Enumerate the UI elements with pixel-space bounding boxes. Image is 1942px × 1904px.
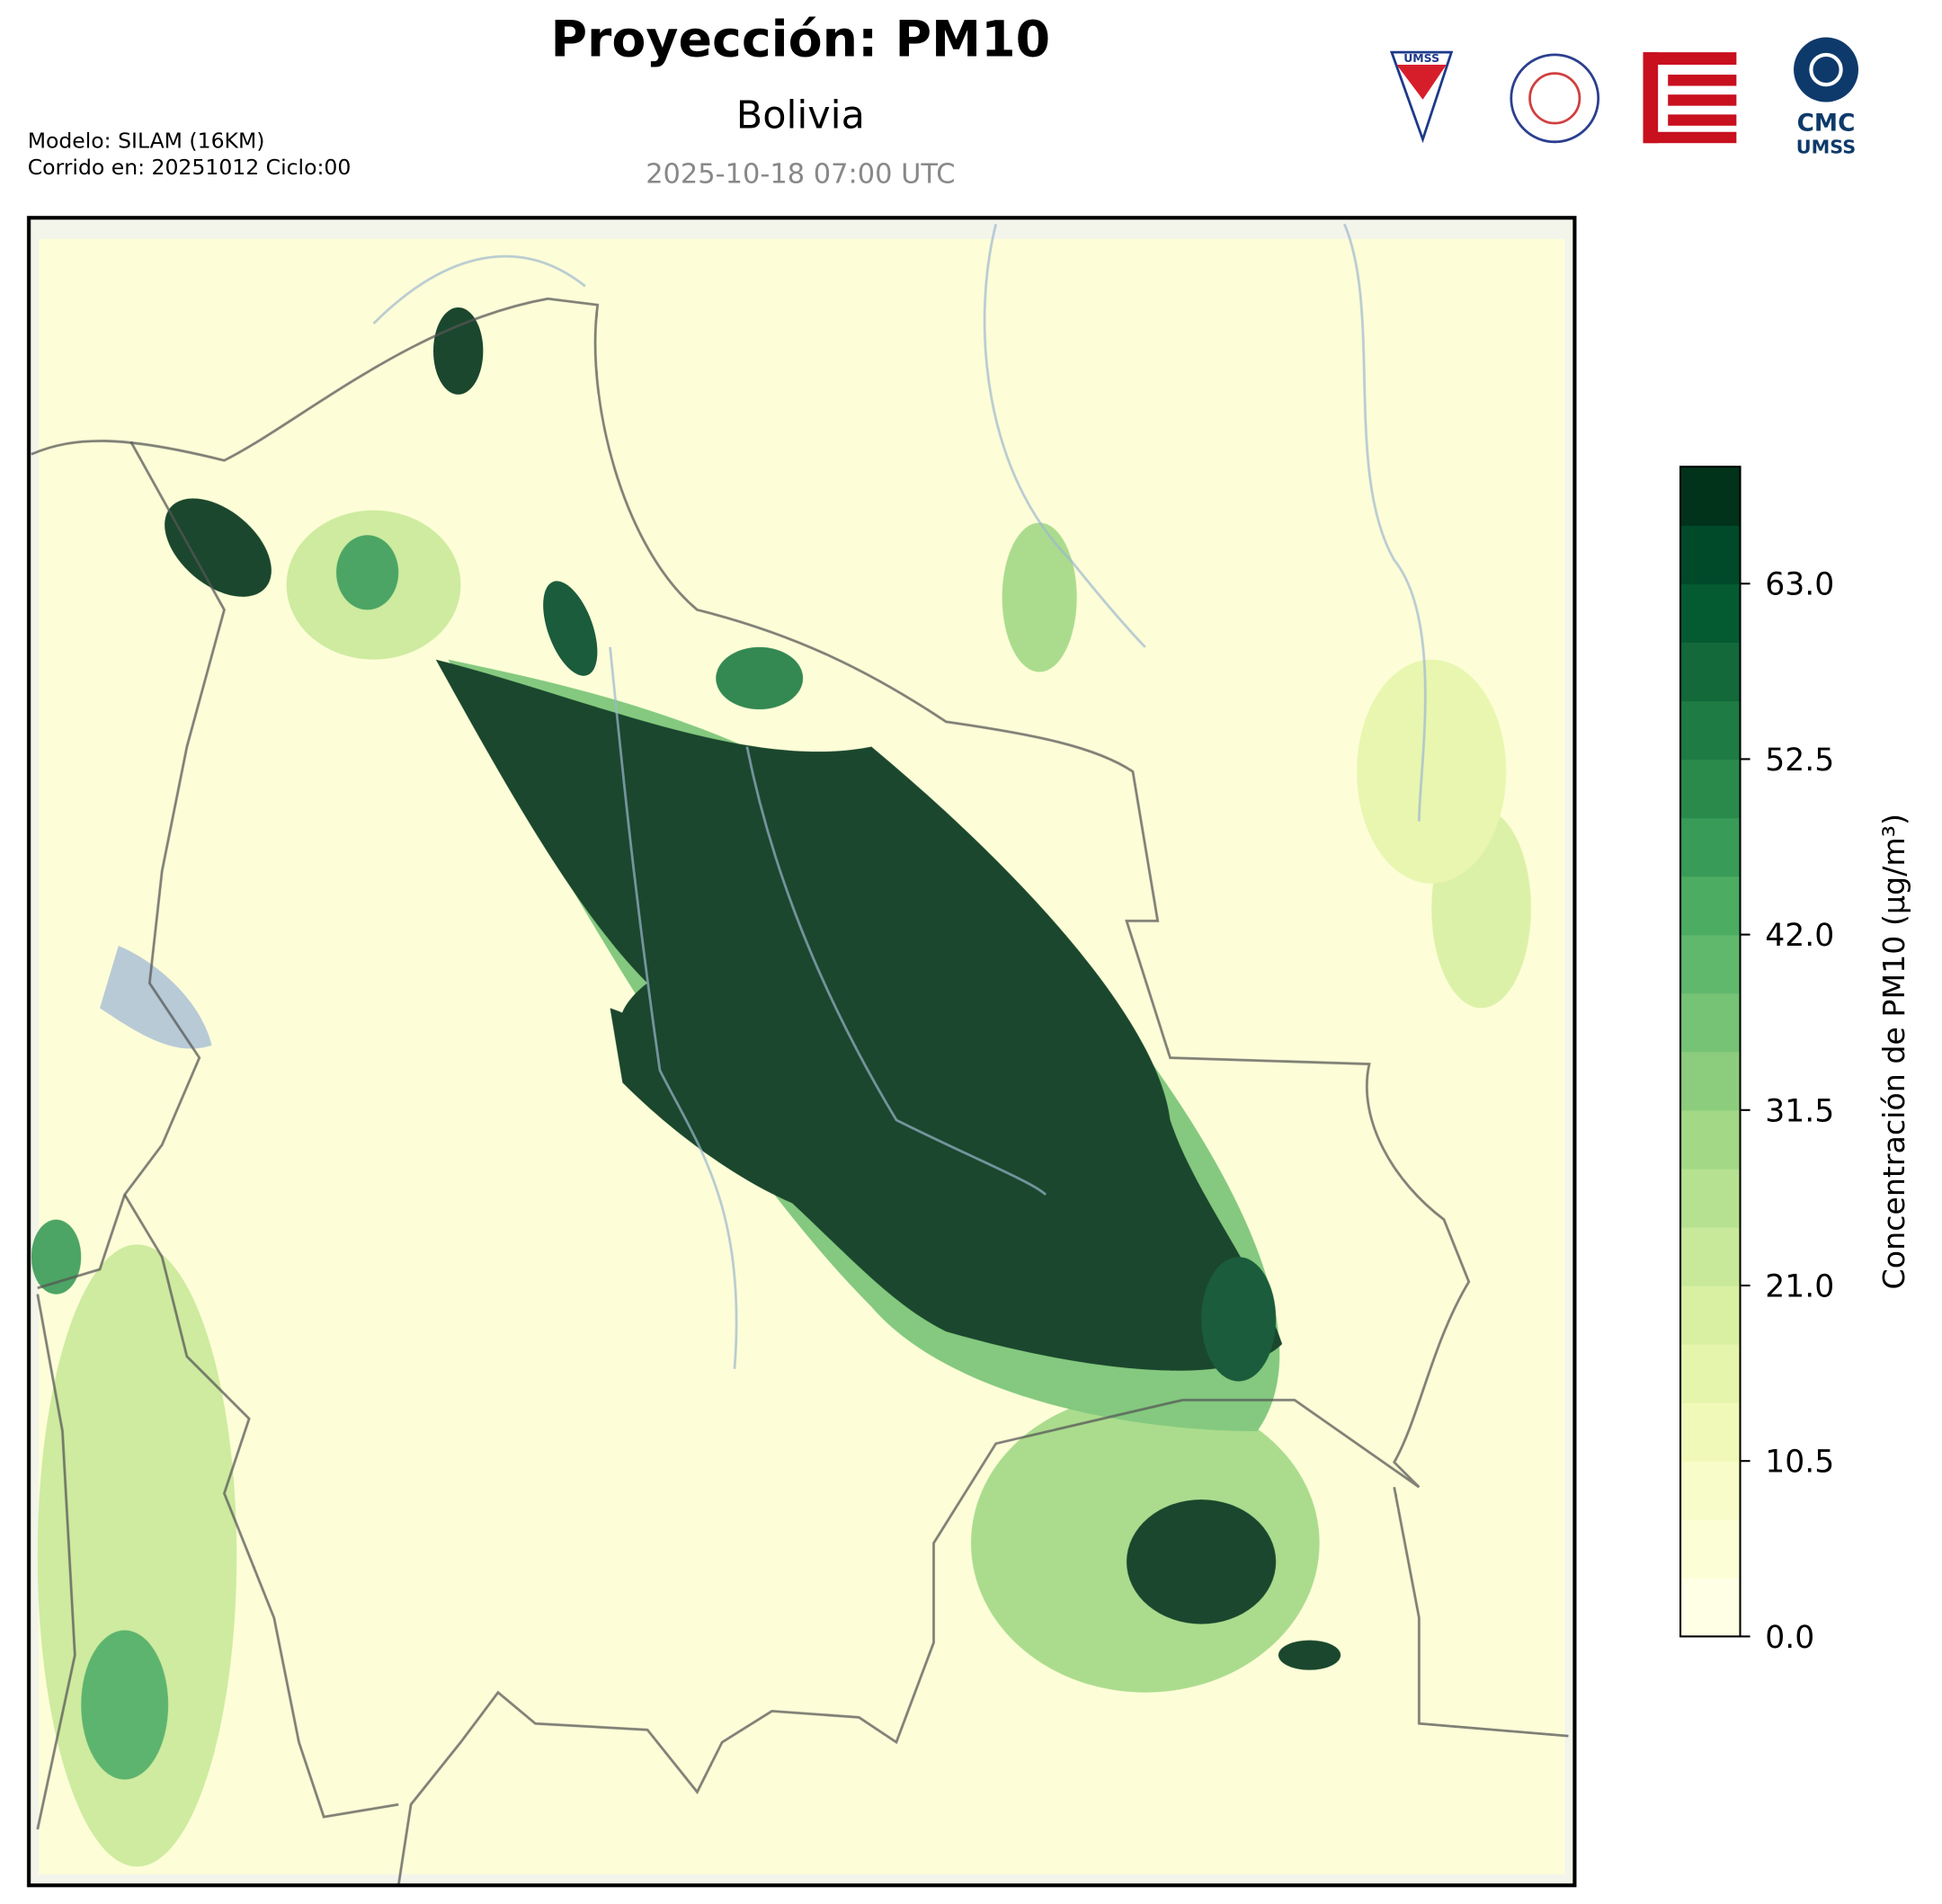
colorbar-label: Concentración de PM10 (μg/m³)	[1876, 814, 1911, 1289]
colorbar-band	[1680, 1226, 1741, 1286]
colorbar-band	[1680, 876, 1741, 936]
colorbar: Concentración de PM10 (μg/m³) 0.0 10.5 21.…	[1679, 466, 1911, 1656]
colorbar-band	[1680, 1109, 1741, 1170]
model-info: Modelo: SILAM (16KM)	[28, 129, 265, 154]
logo-text: UMSS	[1403, 51, 1439, 65]
colorbar-band	[1680, 934, 1741, 994]
colorbar-band	[1680, 1578, 1741, 1638]
logo-umss: UMSS	[1389, 50, 1454, 144]
colorbar-band	[1680, 467, 1741, 526]
colorbar-band	[1680, 1168, 1741, 1228]
datetime: 2025-10-18 07:00 UTC	[646, 158, 955, 190]
colorbar-tick-label: 42.0	[1765, 918, 1834, 954]
colorbar-frame	[1679, 466, 1742, 1638]
colorbar-band	[1680, 759, 1741, 819]
colorbar-tick-label: 0.0	[1765, 1620, 1814, 1656]
colorbar-band	[1680, 1402, 1741, 1462]
logo-fcyt	[1643, 52, 1737, 144]
subtitle: Bolivia	[736, 93, 865, 138]
colorbar-tick-label: 21.0	[1765, 1268, 1834, 1304]
colorbar-tick-label: 10.5	[1765, 1445, 1834, 1481]
colorbar-band	[1680, 642, 1741, 702]
colorbar-band	[1680, 817, 1741, 877]
colorbar-tick-label: 31.5	[1765, 1093, 1834, 1129]
colorbar-band	[1680, 1285, 1741, 1345]
colorbar-band	[1680, 1519, 1741, 1579]
colorbar-band	[1680, 1461, 1741, 1520]
colorbar-tick-label: 52.5	[1765, 743, 1834, 779]
colorbar-band	[1680, 992, 1741, 1053]
logo-fisica	[1510, 53, 1600, 144]
title: Proyección: PM10	[550, 11, 1050, 68]
logo-text: UMSS	[1796, 136, 1856, 157]
logo-text: CMC	[1797, 110, 1856, 137]
colorbar-band	[1680, 583, 1741, 643]
map	[26, 216, 1577, 1888]
colorbar-band	[1680, 1051, 1741, 1111]
colorbar-band	[1680, 1344, 1741, 1403]
colorbar-tick-label: 63.0	[1765, 567, 1834, 603]
colorbar-band	[1680, 700, 1741, 761]
colorbar-band	[1680, 525, 1741, 584]
run-info: Corrido en: 20251012 Ciclo:00	[28, 155, 352, 180]
logo-cmc: CMC UMSS	[1794, 37, 1859, 157]
